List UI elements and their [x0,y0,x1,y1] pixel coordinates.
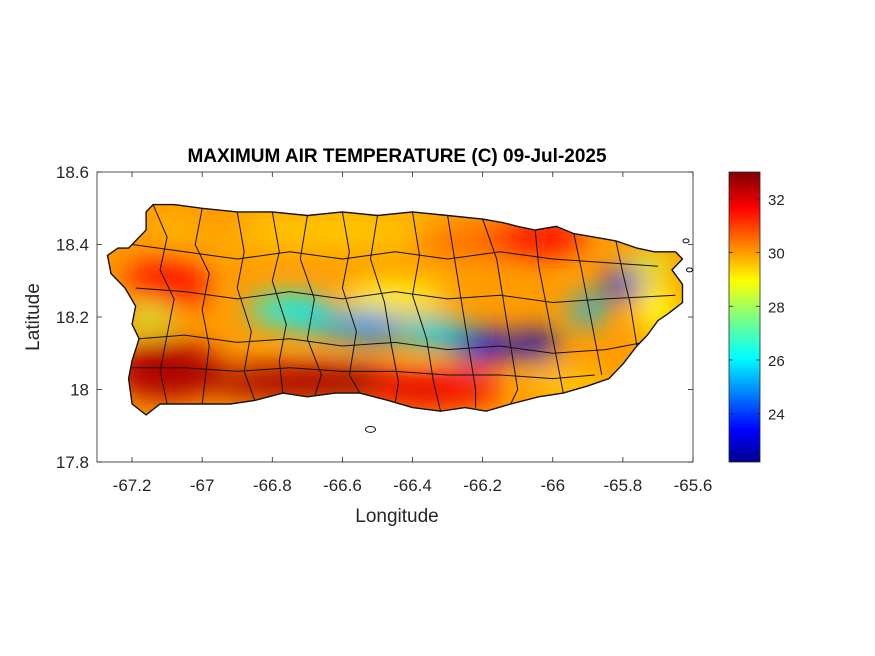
x-tick-label: -67 [190,476,215,495]
x-tick-label: -66.6 [323,476,362,495]
heat-region [606,268,639,301]
municipality-border [299,215,322,397]
colorbar-tick-label: 24 [768,407,785,424]
municipality-border [132,244,658,267]
heat-blob [359,371,501,408]
colorbar-tick-label: 26 [768,353,785,370]
x-tick-label: -66.8 [253,476,292,495]
x-axis-label: Longitude [355,506,438,527]
municipality-border [139,334,644,354]
municipality-border [615,240,638,347]
heat-region [151,355,184,388]
y-tick-label: 18.2 [56,308,89,327]
heat-region [466,330,499,362]
heat-blob [128,306,171,328]
y-tick-label: 18.6 [56,163,89,182]
y-axis-label: Latitude [23,283,44,351]
x-tick-label: -65.8 [604,476,643,495]
municipality-border [411,211,442,412]
islet [682,238,690,244]
heat-blob [395,317,466,346]
island-coastline [106,203,684,416]
colorbar-tick-label: 30 [768,246,785,263]
x-axis-ticks: -67.2 -67 -66.8 -66.6 -66.4 -66.2 -66 -65.8 -65.… [113,172,713,495]
y-tick-label: 17.8 [56,453,89,472]
municipality-border [194,208,210,405]
municipality-borders [132,204,676,412]
heat-blob [342,280,448,310]
colorbar-tick-label: 32 [768,192,785,209]
colorbar-tick-label: 28 [768,299,785,316]
chart-title: MAXIMUM AIR TEMPERATURE (C) 09-Jul-2025 [187,146,607,167]
heat-region [396,373,429,406]
y-tick-label: 18.4 [56,236,89,255]
municipality-border [135,287,676,304]
x-tick-label: -66.2 [463,476,502,495]
islet [685,267,693,273]
municipality-border [236,211,256,401]
x-tick-label: -67.2 [113,476,152,495]
heat-region [519,330,552,362]
y-tick-label: 18 [70,381,89,400]
heat-blob [626,251,676,274]
colorbar-ticks: 24 26 28 30 32 [729,192,785,424]
x-tick-label: -65.6 [674,476,713,495]
colorbar [728,171,761,463]
municipality-border [271,211,287,394]
islet [364,425,376,433]
heat-region [326,210,359,243]
heat-region [361,311,394,344]
heat-region [343,366,376,399]
municipality-border [447,215,477,408]
heat-region [291,301,324,333]
y-axis-ticks: 17.8 18 18.2 18.4 18.6 [56,163,693,472]
municipality-border [132,367,595,380]
municipality-border [152,204,175,405]
island-temperature-field [107,204,683,415]
x-tick-label: -66 [540,476,565,495]
offshore-islets [364,238,693,433]
x-tick-label: -66.4 [393,476,432,495]
heat-blob [570,295,606,325]
heat-blob [184,211,255,241]
municipality-border [369,215,400,405]
municipality-border [341,211,361,394]
municipality-border [573,233,603,376]
